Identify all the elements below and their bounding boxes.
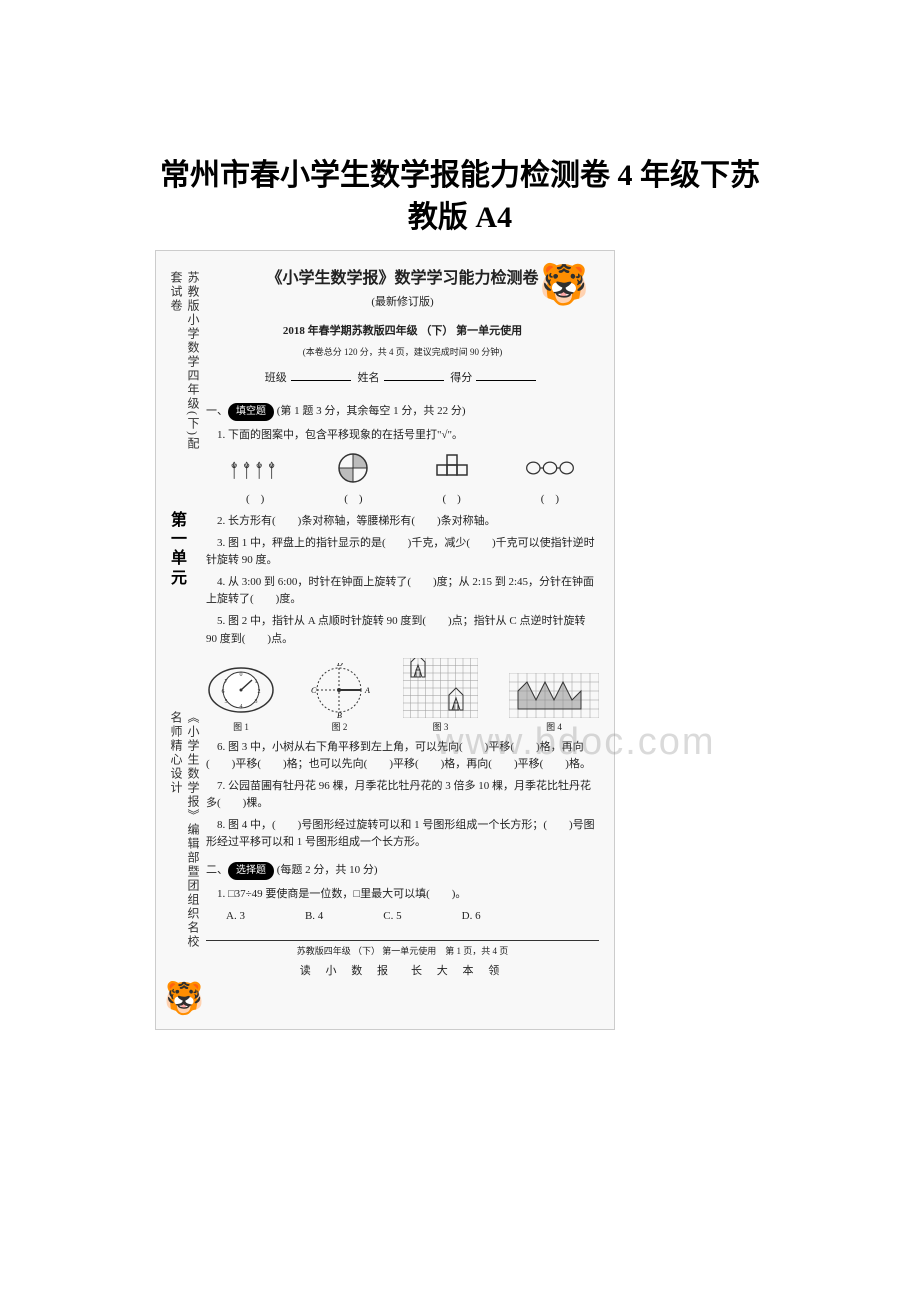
question-2-1: 1. □37÷49 要使商是一位数，□里最大可以填( )。 — [206, 886, 599, 904]
svg-text:0: 0 — [240, 672, 243, 678]
title-line-1: 常州市春小学生数学报能力检测卷 4 年级下苏 — [0, 155, 920, 197]
pattern-2 — [328, 450, 378, 485]
question-1: 1. 下面的图案中，包含平移现象的在括号里打"√"。 — [206, 427, 599, 445]
fig3-label: 图 3 — [403, 720, 478, 734]
figure-3: 图 3 — [403, 658, 478, 734]
blank-name — [384, 369, 444, 381]
pattern-1 — [230, 450, 280, 485]
side-label-top: 苏教版小学数学四年级(下)配套试卷 — [168, 271, 202, 451]
title-line-2: 教版 A4 — [0, 197, 920, 239]
figure-4: 图 4 — [509, 673, 599, 734]
section-2-badge: 选择题 — [228, 862, 274, 880]
paper-subtitle: (最新修订版) — [206, 294, 599, 312]
pattern-3 — [427, 450, 477, 485]
side-label-bottom: 《小学生数学报》编辑部暨团组织名校名师精心设计 — [168, 711, 202, 961]
figure-1: 0 12 3 4 5 67 图 1 — [206, 663, 276, 734]
document-title: 常州市春小学生数学报能力检测卷 4 年级下苏 教版 A4 — [0, 0, 920, 239]
mascot-bottom-icon: 🐯 — [164, 979, 204, 1024]
options-row: A. 3 B. 4 C. 5 D. 6 — [226, 908, 599, 926]
option-b: B. 4 — [305, 908, 323, 926]
worksheet-scan: 苏教版小学数学四年级(下)配套试卷 第一单元 《小学生数学报》编辑部暨团组织名校… — [155, 250, 615, 1030]
svg-text:4: 4 — [240, 704, 243, 710]
pattern-4 — [525, 450, 575, 485]
fig1-label: 图 1 — [206, 720, 276, 734]
blank-score — [476, 369, 536, 381]
section-2-note: (每题 2 分，共 10 分) — [277, 864, 378, 876]
paper-title: 《小学生数学报》数学学习能力检测卷 — [206, 266, 599, 292]
question-7: 7. 公园苗圃有牡丹花 96 棵，月季花比牡丹花的 3 倍多 10 棵，月季花比… — [206, 778, 599, 813]
paper-info: 2018 年春学期苏教版四年级 （下） 第一单元使用 — [206, 323, 599, 341]
question-4: 4. 从 3:00 到 6:00，时针在钟面上旋转了( )度；从 2:15 到 … — [206, 574, 599, 609]
svg-text:3: 3 — [255, 699, 258, 705]
student-info-line: 班级 姓名 得分 — [206, 369, 599, 388]
question-3: 3. 图 1 中，秤盘上的指针显示的是( )千克，减少( )千克可以使指针逆时针… — [206, 535, 599, 570]
question-8: 8. 图 4 中，( )号图形经过旋转可以和 1 号图形组成一个长方形；( )号… — [206, 817, 599, 852]
fig2-label: 图 2 — [307, 720, 372, 734]
option-d: D. 6 — [462, 908, 481, 926]
svg-text:7: 7 — [225, 679, 228, 685]
question-6: 6. 图 3 中，小树从右下角平移到左上角，可以先向( )平移( )格，再向( … — [206, 739, 599, 774]
label-name: 姓名 — [358, 372, 380, 384]
label-score: 得分 — [450, 372, 472, 384]
question-5: 5. 图 2 中，指针从 A 点顺时针旋转 90 度到( )点；指针从 C 点逆… — [206, 613, 599, 648]
svg-text:2: 2 — [258, 689, 261, 695]
svg-text:B: B — [337, 711, 342, 718]
paren-4: ( ) — [541, 491, 559, 509]
fig4-label: 图 4 — [509, 720, 599, 734]
paper-note: (本卷总分 120 分，共 4 页，建议完成时间 90 分钟) — [206, 345, 599, 359]
unit-badge: 第一单元 — [164, 511, 194, 588]
footer-info: 苏教版四年级 （下） 第一单元使用 第 1 页，共 4 页 — [206, 940, 599, 958]
section-1-note: (第 1 题 3 分，其余每空 1 分，共 22 分) — [277, 405, 466, 417]
blank-class — [291, 369, 351, 381]
footer-motto: 读 小 数 报 长 大 本 领 — [206, 963, 599, 981]
svg-text:5: 5 — [225, 699, 228, 705]
figures-row: 0 12 3 4 5 67 图 1 A D — [206, 658, 599, 734]
svg-text:6: 6 — [222, 689, 225, 695]
figure-2: A D C B 图 2 — [307, 663, 372, 734]
section-1-header: 一、填空题 (第 1 题 3 分，其余每空 1 分，共 22 分) — [206, 403, 599, 421]
paren-2: ( ) — [344, 491, 362, 509]
section-1-badge: 填空题 — [228, 403, 274, 421]
svg-text:C: C — [311, 686, 317, 695]
svg-text:D: D — [336, 663, 343, 668]
worksheet-content: 《小学生数学报》数学学习能力检测卷 (最新修订版) 2018 年春学期苏教版四年… — [206, 266, 599, 980]
paren-3: ( ) — [442, 491, 460, 509]
label-class: 班级 — [265, 372, 287, 384]
section-2-header: 二、选择题 (每题 2 分，共 10 分) — [206, 862, 599, 880]
svg-text:A: A — [364, 686, 370, 695]
svg-text:1: 1 — [255, 679, 258, 685]
paren-row: ( ) ( ) ( ) ( ) — [206, 491, 599, 509]
option-a: A. 3 — [226, 908, 245, 926]
question-2: 2. 长方形有( )条对称轴，等腰梯形有( )条对称轴。 — [206, 513, 599, 531]
option-c: C. 5 — [383, 908, 401, 926]
paren-1: ( ) — [246, 491, 264, 509]
pattern-row — [206, 450, 599, 485]
